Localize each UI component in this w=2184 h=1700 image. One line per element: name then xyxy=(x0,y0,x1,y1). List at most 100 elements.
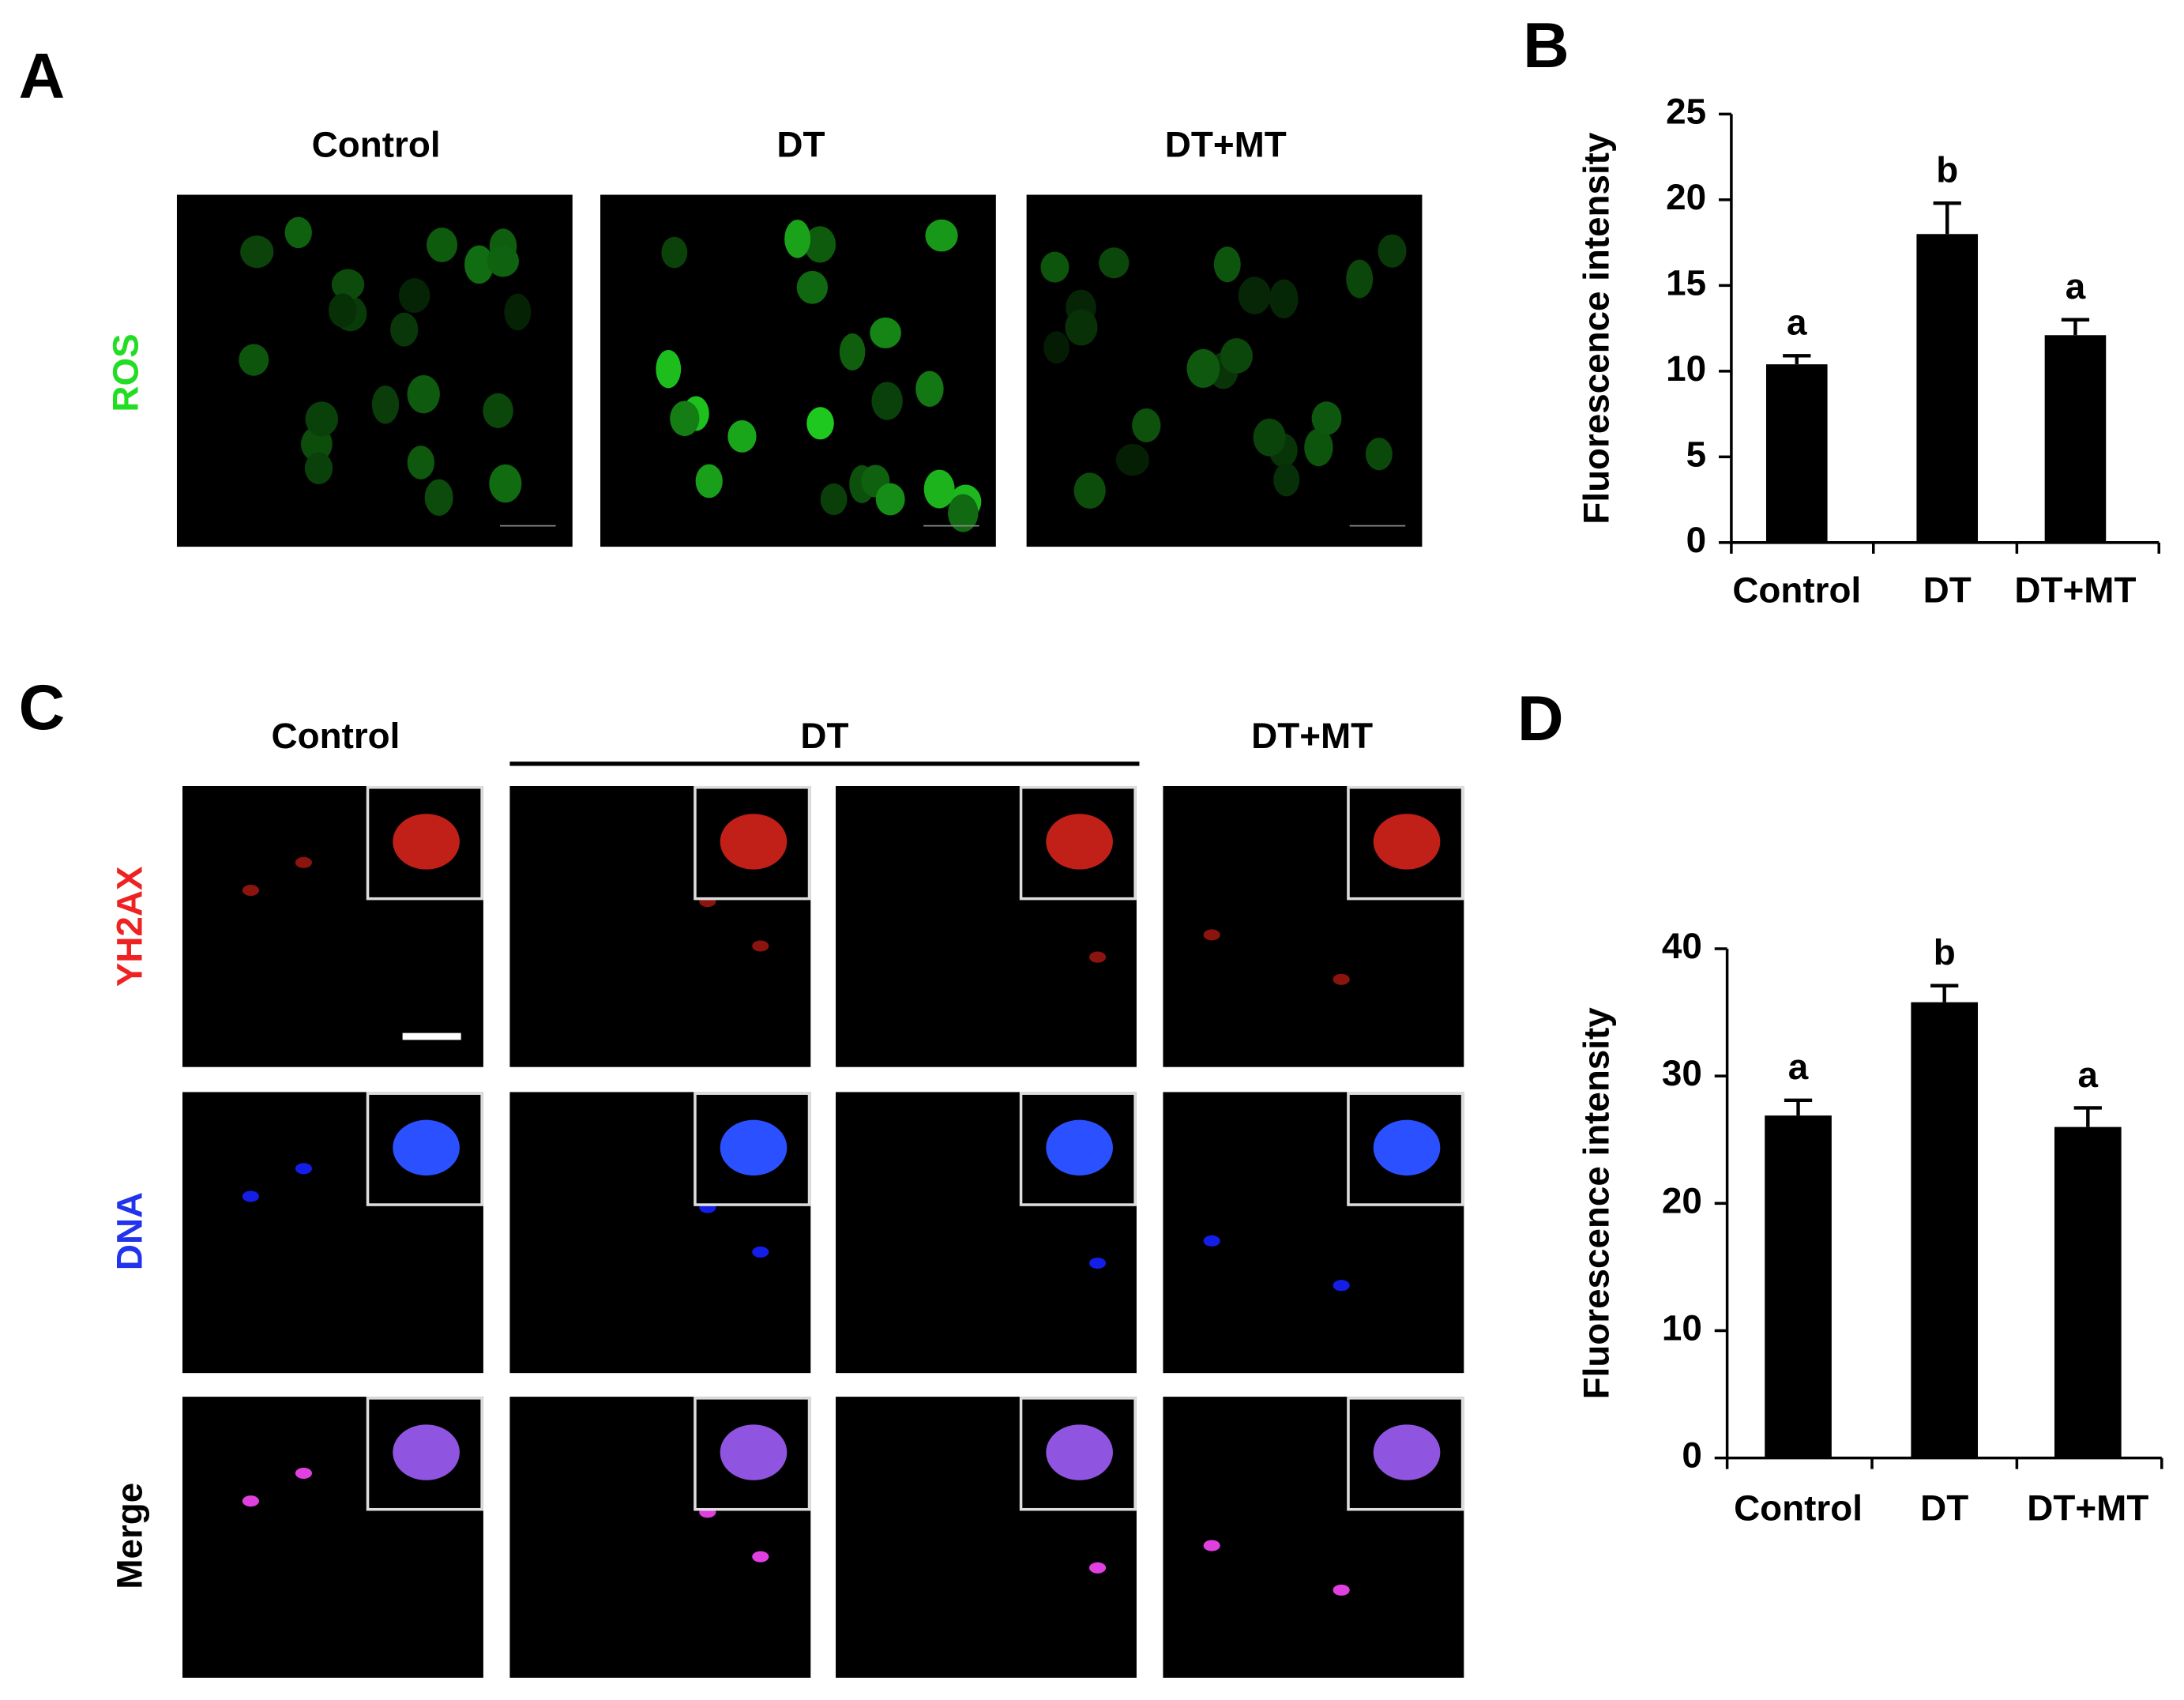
inset-chromatin xyxy=(393,1119,460,1176)
inset-chromatin xyxy=(1373,1424,1441,1480)
chromatin xyxy=(1203,1540,1220,1551)
cell xyxy=(390,312,419,347)
bar xyxy=(2044,335,2107,543)
cell xyxy=(240,235,274,269)
bar xyxy=(1765,1115,1832,1458)
cell xyxy=(427,228,458,262)
panel-label: A xyxy=(19,41,66,112)
error-bar xyxy=(2061,318,2090,336)
chromatin xyxy=(1088,1257,1107,1269)
chromatin xyxy=(242,1495,259,1507)
x-tick-label: DT+MT xyxy=(2014,570,2136,610)
micrographs xyxy=(126,194,1581,1700)
inset-chromatin xyxy=(1373,1119,1441,1176)
cell xyxy=(796,270,829,304)
chromatin xyxy=(1088,1562,1107,1574)
cell xyxy=(1186,348,1220,388)
bar xyxy=(1911,1002,1979,1458)
inset-chromatin xyxy=(393,814,460,870)
cell xyxy=(504,293,532,331)
chromatin xyxy=(752,1551,769,1563)
cell xyxy=(1346,259,1374,299)
error-bar xyxy=(1783,354,1811,365)
cell xyxy=(284,216,312,249)
inset-chromatin xyxy=(1046,1119,1113,1176)
cell xyxy=(464,245,494,284)
cell xyxy=(806,407,834,440)
y-tick-label: 0 xyxy=(1686,520,1707,560)
cell xyxy=(239,344,269,376)
cell xyxy=(1043,331,1069,364)
inset-chromatin xyxy=(393,1424,460,1480)
bar xyxy=(1765,364,1828,543)
significance-letter: a xyxy=(2078,1055,2099,1095)
cell xyxy=(871,382,903,420)
cell xyxy=(487,245,520,277)
cell xyxy=(1378,234,1407,268)
bar xyxy=(1916,234,1979,543)
y-tick-label: 5 xyxy=(1686,434,1707,474)
cell xyxy=(1115,443,1149,476)
y-axis-label: Fluorescence intensity xyxy=(1576,1007,1616,1399)
row-label: Merge xyxy=(110,1483,150,1589)
chromatin xyxy=(1333,973,1350,985)
column-header: Control xyxy=(272,716,400,756)
x-tick-label: DT xyxy=(1920,1488,1968,1529)
cell xyxy=(915,370,944,407)
column-header: DT xyxy=(776,125,825,165)
cell xyxy=(727,419,757,453)
cell xyxy=(656,350,682,389)
cell xyxy=(1213,246,1241,283)
chromatin xyxy=(295,1163,312,1175)
cell xyxy=(1099,247,1130,279)
cell xyxy=(331,269,365,300)
cell xyxy=(1073,472,1106,509)
cell xyxy=(1269,279,1299,319)
cell xyxy=(1304,428,1333,467)
inset-chromatin xyxy=(720,1119,788,1176)
y-tick-label: 0 xyxy=(1682,1435,1702,1476)
cell xyxy=(1040,251,1069,283)
error-bar xyxy=(1933,201,1961,235)
cell xyxy=(875,483,905,516)
cell xyxy=(1220,338,1253,374)
chromatin xyxy=(242,885,259,897)
cell xyxy=(407,446,434,480)
cell xyxy=(424,479,453,516)
y-axis-label: Fluorescence intensity xyxy=(1576,132,1616,524)
cell xyxy=(695,464,723,498)
column-header: DT+MT xyxy=(1251,716,1373,756)
panel-label: D xyxy=(1517,683,1564,754)
row-label: DNA xyxy=(110,1192,150,1270)
cell xyxy=(489,464,522,503)
cell xyxy=(1253,418,1286,457)
chromatin xyxy=(242,1190,259,1202)
cell xyxy=(1311,401,1342,435)
cell xyxy=(407,374,440,414)
significance-letter: b xyxy=(1936,150,1958,190)
cell xyxy=(804,226,836,263)
x-tick-label: Control xyxy=(1734,1488,1863,1529)
cell xyxy=(1065,309,1098,346)
cell xyxy=(1365,438,1393,471)
x-tick-label: DT xyxy=(1923,570,1972,610)
column-header: Control xyxy=(312,125,441,165)
cell xyxy=(398,278,430,314)
inset-chromatin xyxy=(1046,814,1113,870)
chromatin xyxy=(752,940,769,952)
significance-letter: a xyxy=(1787,303,1807,343)
chromatin xyxy=(752,1246,769,1258)
x-tick-label: DT+MT xyxy=(2027,1488,2148,1529)
cell xyxy=(870,317,901,348)
error-bar xyxy=(1930,984,1959,1002)
cell xyxy=(839,333,866,370)
y-tick-label: 10 xyxy=(1666,348,1706,389)
cell xyxy=(820,483,848,516)
panel-label: C xyxy=(19,672,66,743)
row-label: YH2AX xyxy=(110,866,150,987)
chromatin xyxy=(1203,1235,1220,1247)
row-label: ROS xyxy=(105,333,145,412)
inset-chromatin xyxy=(1046,1424,1113,1480)
cell xyxy=(661,236,688,269)
